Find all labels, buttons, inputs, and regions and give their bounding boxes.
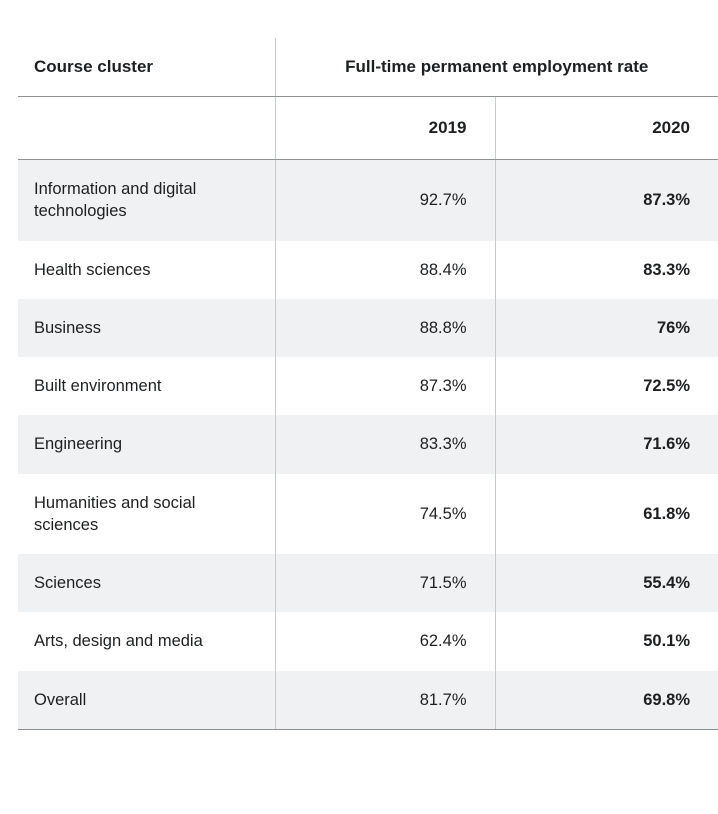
- value-2020: 71.6%: [494, 415, 718, 474]
- table-row: Arts, design and media 62.4% 50.1%: [18, 612, 718, 671]
- employment-rate-group-header: Full-time permanent employment rate: [274, 38, 718, 97]
- table-row: Business 88.8% 76%: [18, 298, 718, 358]
- value-2020: 83.3%: [494, 240, 718, 299]
- row-label: Engineering: [34, 435, 123, 454]
- table-row: Health sciences 88.4% 83.3%: [18, 240, 718, 299]
- row-label: Humanities and social sciences: [34, 493, 196, 534]
- empty-header-cell: [18, 96, 275, 160]
- value-2019: 62.4%: [274, 612, 495, 671]
- year-2020-header: 2020: [494, 96, 718, 160]
- value-2020: 69.8%: [494, 670, 718, 730]
- value-2020: 55.4%: [494, 554, 718, 613]
- row-label: Health sciences: [34, 260, 151, 279]
- table-row-overall: Overall 81.7% 69.8%: [18, 670, 718, 730]
- row-label: Business: [34, 318, 101, 337]
- table-row: Engineering 83.3% 71.6%: [18, 415, 718, 474]
- value-2019: 74.5%: [274, 473, 495, 555]
- value-2019: 71.5%: [274, 554, 495, 613]
- value-2020: 72.5%: [494, 357, 718, 416]
- value-2019: 81.7%: [274, 670, 495, 730]
- value-2020: 76%: [494, 298, 718, 358]
- table-row: Humanities and social sciences 74.5% 61.…: [18, 473, 718, 555]
- row-label: Arts, design and media: [34, 632, 203, 651]
- value-2019: 92.7%: [274, 159, 495, 241]
- row-label: Sciences: [34, 574, 101, 593]
- row-label: Overall: [18, 670, 275, 730]
- value-2020: 50.1%: [494, 612, 718, 671]
- value-2019: 83.3%: [274, 415, 495, 474]
- value-2019: 88.4%: [274, 240, 495, 299]
- table-header-row-1: Course cluster Full-time permanent emplo…: [18, 38, 718, 97]
- table-row: Sciences 71.5% 55.4%: [18, 554, 718, 613]
- employment-rate-table: Course cluster Full-time permanent emplo…: [18, 38, 718, 730]
- row-label: Information and digital technologies: [34, 180, 197, 221]
- table-row: Information and digital technologies 92.…: [18, 159, 718, 241]
- course-cluster-header: Course cluster: [18, 38, 275, 97]
- value-2019: 88.8%: [274, 298, 495, 358]
- table-header-row-2: 2019 2020: [18, 96, 718, 160]
- value-2020: 87.3%: [494, 159, 718, 241]
- value-2019: 87.3%: [274, 357, 495, 416]
- table-row: Built environment 87.3% 72.5%: [18, 357, 718, 416]
- row-label: Built environment: [34, 377, 162, 396]
- year-2019-header: 2019: [274, 96, 495, 160]
- value-2020: 61.8%: [494, 473, 718, 555]
